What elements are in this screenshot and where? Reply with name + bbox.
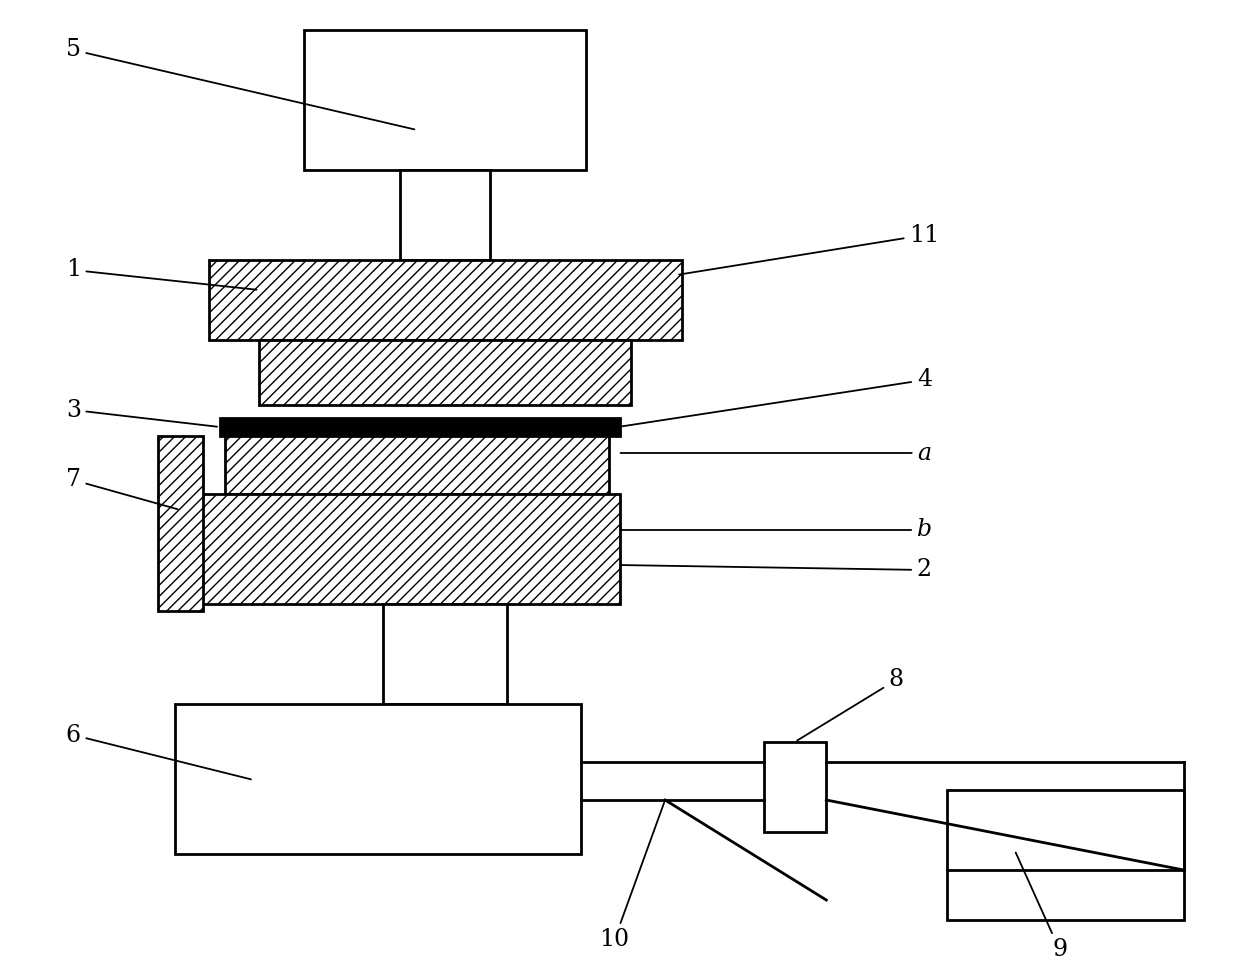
Text: 9: 9 bbox=[1016, 853, 1068, 961]
Bar bbox=[175, 704, 580, 854]
Text: 11: 11 bbox=[680, 224, 940, 274]
Text: a: a bbox=[620, 442, 931, 464]
Text: 7: 7 bbox=[66, 468, 177, 510]
Bar bbox=[259, 340, 631, 405]
Text: 10: 10 bbox=[599, 802, 665, 952]
Bar bbox=[226, 436, 609, 494]
Bar bbox=[401, 170, 490, 260]
Text: 5: 5 bbox=[66, 39, 414, 130]
Text: 6: 6 bbox=[66, 724, 250, 779]
Text: 3: 3 bbox=[66, 398, 217, 426]
Bar bbox=[947, 790, 1184, 920]
Text: 1: 1 bbox=[66, 259, 257, 290]
Bar bbox=[180, 494, 620, 604]
Bar bbox=[219, 418, 620, 436]
Text: 4: 4 bbox=[620, 368, 932, 426]
Text: b: b bbox=[620, 518, 932, 542]
Bar bbox=[157, 436, 203, 611]
Text: 8: 8 bbox=[797, 669, 904, 740]
Text: 2: 2 bbox=[620, 558, 932, 581]
Bar bbox=[383, 604, 507, 704]
Bar bbox=[304, 30, 587, 170]
Bar bbox=[764, 742, 826, 832]
Bar bbox=[208, 260, 682, 340]
